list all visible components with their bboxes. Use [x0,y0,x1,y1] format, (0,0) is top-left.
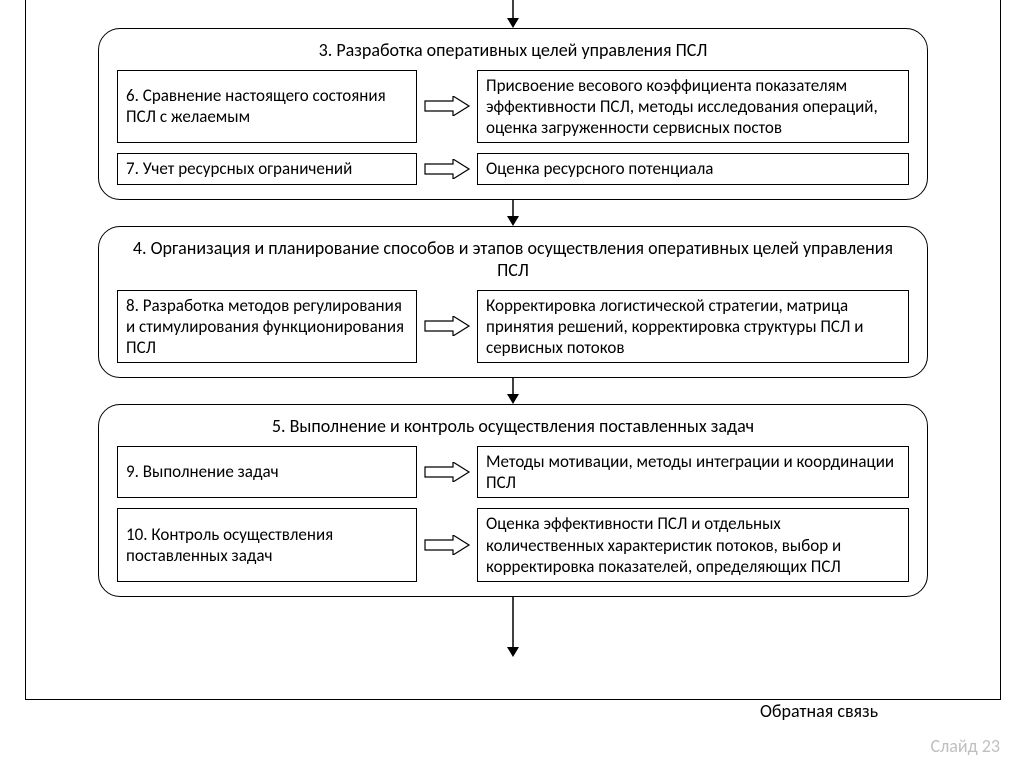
box-9: 9. Выполнение задач [117,446,417,499]
stage-3-row-0: 6. Сравнение настоящего состояния ПСЛ с … [117,70,909,144]
box-7-desc: Оценка ресурсного потенциала [477,153,909,184]
box-10-desc: Оценка эффективности ПСЛ и отдельных кол… [477,508,909,582]
arrow-6 [417,70,477,144]
stage-3-row-1: 7. Учет ресурсных ограничений Оценка рес… [117,153,909,184]
arrow-8 [417,290,477,364]
stage-5-title: 5. Выполнение и контроль осуществления п… [117,415,909,438]
arrow-in-top [498,0,528,28]
stage-3: 3. Разработка оперативных целей управлен… [98,28,928,200]
flow-content: 3. Разработка оперативных целей управлен… [98,28,928,657]
feedback-label: Обратная связь [760,700,878,722]
arrow-10 [417,508,477,582]
stage-4: 4. Организация и планирование способов и… [98,226,928,379]
arrow-3-to-4 [98,200,928,226]
stage-4-title: 4. Организация и планирование способов и… [117,237,909,282]
box-10: 10. Контроль осуществления поставленных … [117,508,417,582]
box-6: 6. Сравнение настоящего состояния ПСЛ с … [117,70,417,144]
stage-5-row-0: 9. Выполнение задач Методы мотивации, ме… [117,446,909,499]
box-8-desc: Корректировка логистической стратегии, м… [477,290,909,364]
box-6-desc: Присвоение весового коэффициента показат… [477,70,909,144]
stage-5: 5. Выполнение и контроль осуществления п… [98,404,928,597]
box-8: 8. Разработка методов регулирования и ст… [117,290,417,364]
slide-number: Слайд 23 [931,735,1001,757]
stage-4-row-0: 8. Разработка методов регулирования и ст… [117,290,909,364]
arrow-4-to-5 [98,378,928,404]
stage-5-row-1: 10. Контроль осуществления поставленных … [117,508,909,582]
arrow-5-out [98,597,928,657]
box-7: 7. Учет ресурсных ограничений [117,153,417,184]
box-9-desc: Методы мотивации, методы интеграции и ко… [477,446,909,499]
arrow-7 [417,153,477,184]
stage-3-title: 3. Разработка оперативных целей управлен… [117,39,909,62]
arrow-9 [417,446,477,499]
